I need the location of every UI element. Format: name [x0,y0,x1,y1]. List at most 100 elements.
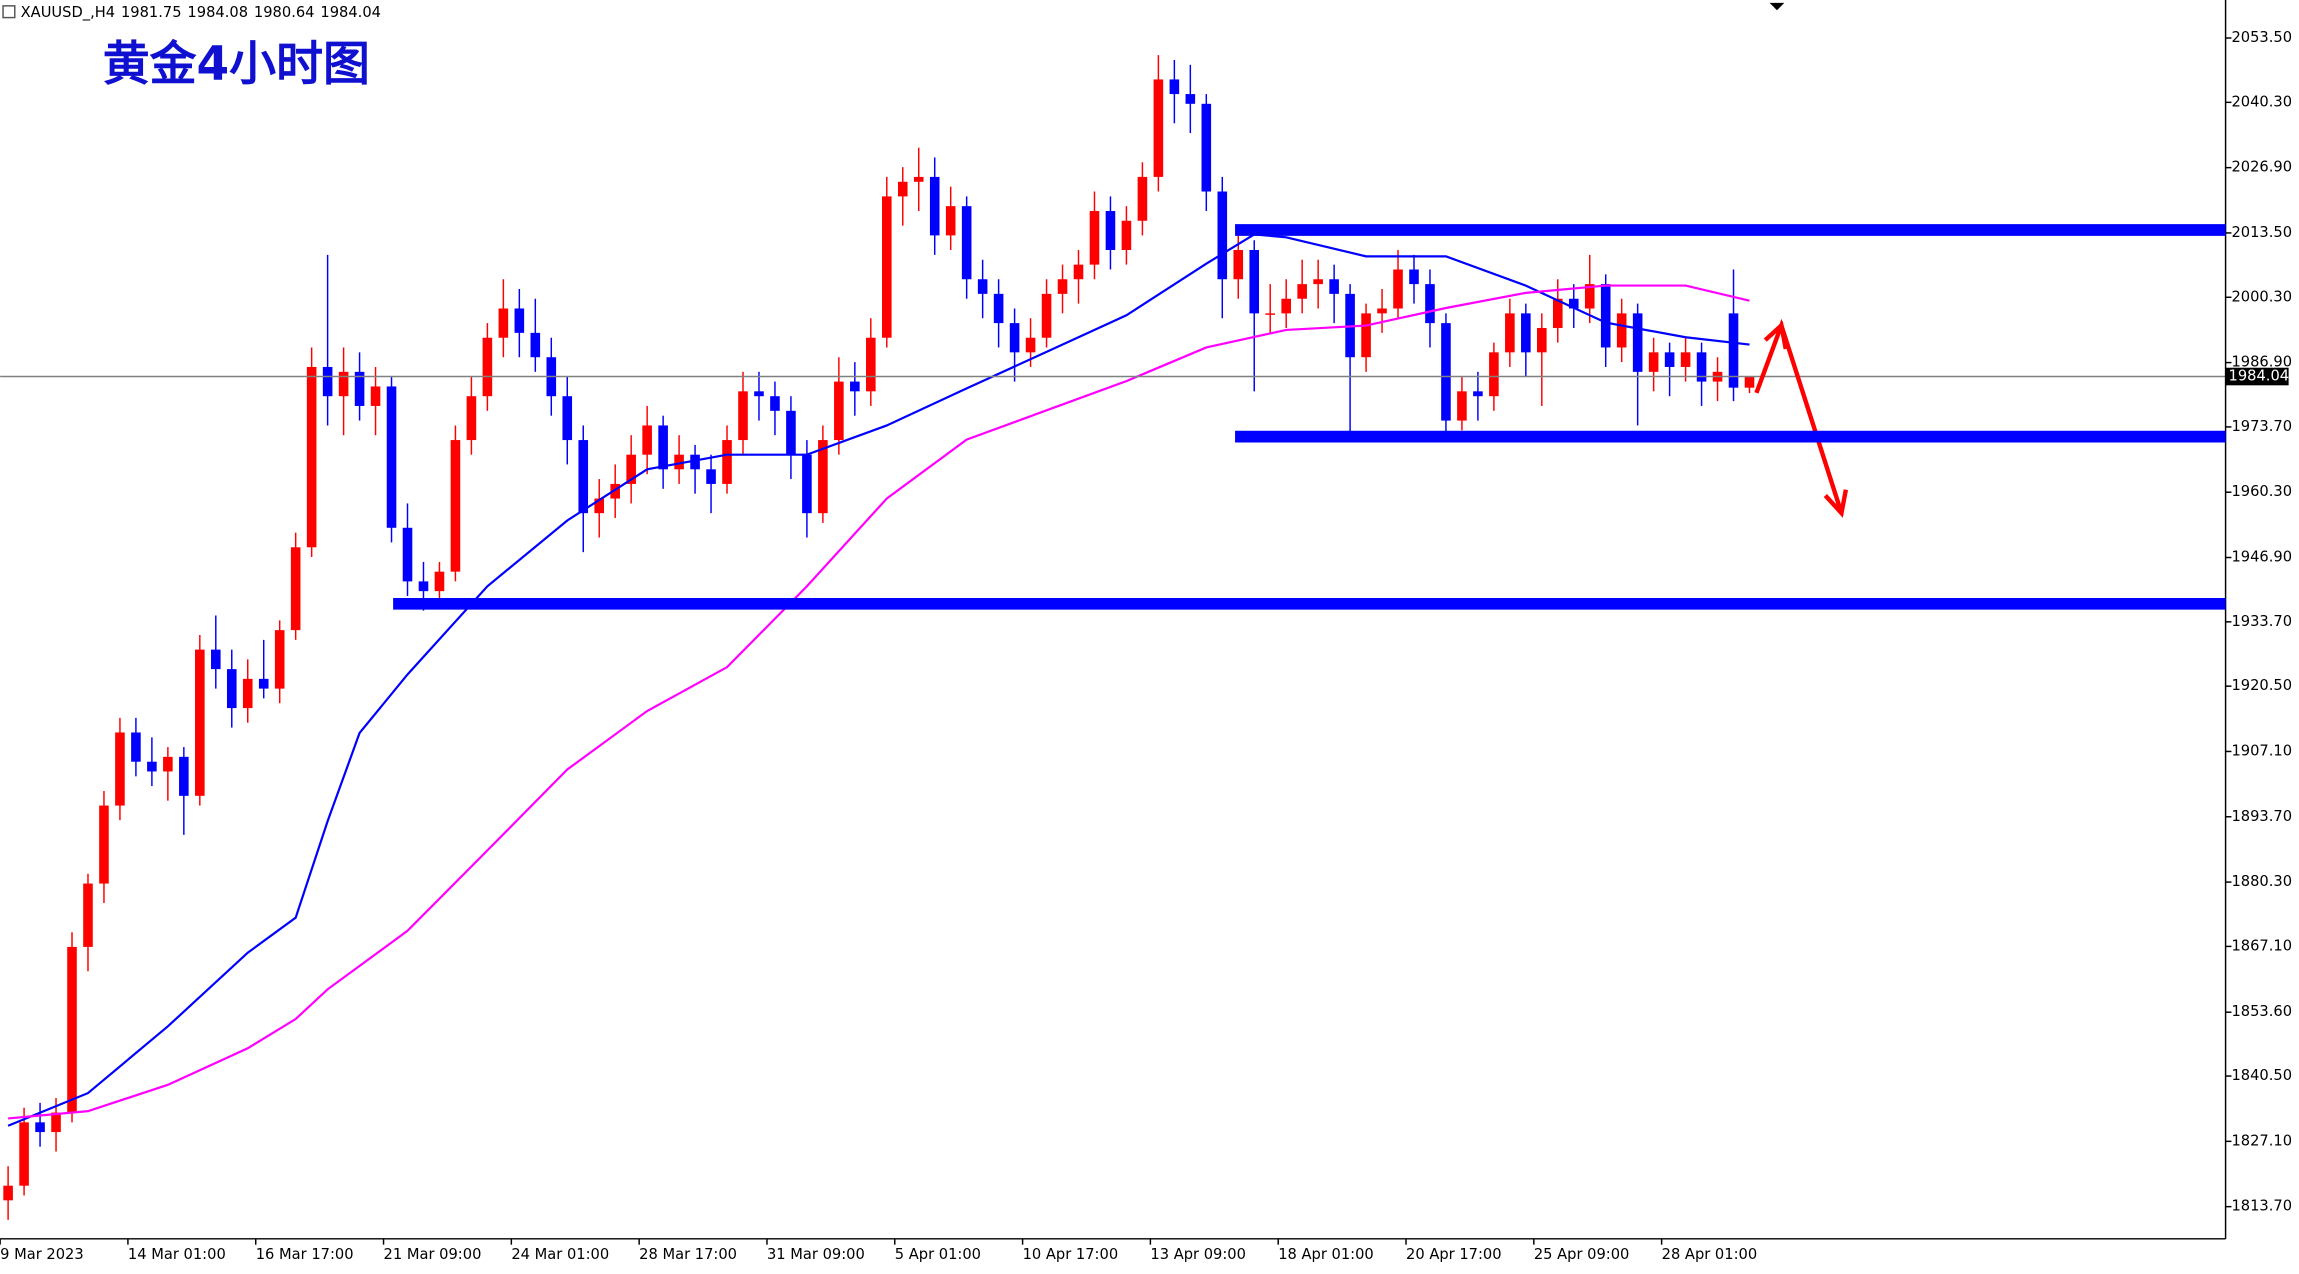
close: 1984.04 [320,4,381,21]
y-tick-label: 1986.90 [2231,354,2292,371]
y-tick-label: 1960.30 [2231,483,2292,500]
candle-body [945,206,956,236]
symbol-icon [2,5,16,19]
candle-body [610,483,620,499]
x-tick-label: 28 Apr 01:00 [1662,1246,1758,1263]
candle-body [594,498,605,514]
candle-body [1361,313,1371,358]
y-tick-label: 1880.30 [2231,873,2292,890]
candle-body [674,454,684,470]
open: 1981.75 [121,4,182,21]
candle-body [147,761,157,772]
candle-body [1313,279,1323,285]
candle-body [322,366,333,397]
symbol: XAUUSD_,H4 [21,4,115,21]
candle-body [434,571,445,592]
y-tick-label: 1893.70 [2231,808,2292,825]
candle-body [1217,191,1228,280]
candle-body [722,440,732,484]
candle-body [754,391,764,397]
candle-body [370,386,381,406]
candle-body [1281,298,1291,314]
x-tick-label: 31 Mar 09:00 [767,1246,865,1263]
candle-body [834,381,844,441]
candle-body [354,371,365,406]
high: 1984.08 [187,4,248,21]
x-tick-label: 9 Mar 2023 [0,1246,84,1263]
candle-body [35,1122,45,1133]
candle-body [290,547,301,631]
y-tick-label: 1853.60 [2231,1003,2292,1020]
candle-body [514,308,525,333]
candle-body [1249,250,1260,314]
candle-body [1137,176,1148,221]
candle-body [306,366,317,548]
candle-body [1393,269,1403,309]
candle-body [1105,211,1116,251]
candle-body [1201,103,1212,192]
x-tick-label: 13 Apr 09:00 [1150,1246,1246,1263]
moving-average [8,284,1750,1120]
candle-body [1632,313,1643,372]
x-tick-label: 28 Mar 17:00 [639,1246,737,1263]
candle-body [1568,298,1579,309]
x-tick-label: 16 Mar 17:00 [256,1246,354,1263]
x-tick-label: 10 Apr 17:00 [1023,1246,1119,1263]
candle-body [786,410,796,455]
candle-body [802,454,812,514]
x-tick-label: 5 Apr 01:00 [895,1246,981,1263]
candle-body [498,308,509,338]
x-tick-label: 25 Apr 09:00 [1534,1246,1630,1263]
candle-body [1441,323,1451,421]
candle-body [850,381,860,392]
candle-body [1489,352,1499,397]
candle-body [1025,337,1036,353]
candle-body [226,669,237,709]
candle-body [977,279,988,294]
last-price-box [2225,367,2289,386]
y-tick-label: 1907.10 [2231,742,2292,759]
candle-body [1457,391,1467,421]
candle-body [1265,313,1276,315]
candle-body [1185,94,1196,104]
candle-body [626,454,636,484]
candle-body [1089,211,1100,265]
candle-body [993,293,1004,324]
candle-body [242,678,253,709]
candle-body [1537,327,1547,353]
candle-body [51,1112,61,1133]
y-tick-label: 1973.70 [2231,418,2292,435]
moving-average [7,233,1750,1127]
plot-area [0,55,2226,1220]
candle-body [642,425,652,455]
x-tick-label: 20 Apr 17:00 [1406,1246,1502,1263]
forecast-arrow [1754,318,1849,518]
candle-body [1073,264,1084,280]
x-tick-label: 18 Apr 01:00 [1278,1246,1374,1263]
candle-body [99,805,109,884]
y-tick-label: 2000.30 [2231,288,2292,305]
chart-title: 黄金4小时图 [103,37,370,92]
last-price-label: 1984.04 [2229,368,2290,385]
y-tick-label: 1813.70 [2231,1198,2292,1215]
candle-body [530,332,541,358]
candle-body [195,649,205,796]
candle-body [450,440,461,572]
candle-body [115,732,125,806]
candle-body [1600,284,1611,348]
header: XAUUSD_,H4 1981.75 1984.08 1980.64 1984.04 [21,4,381,21]
candle-body [83,883,93,947]
candle-body [1728,313,1739,388]
candle-body [897,181,908,197]
candle-body [338,371,349,397]
candle-body [3,1185,13,1201]
candle-body [1473,391,1483,397]
candle-body [1233,250,1244,280]
candle-body [658,425,668,470]
low: 1980.64 [254,4,315,21]
candle-body [690,454,700,470]
candle-body [1329,279,1339,294]
candle-body [19,1122,29,1186]
candle-body [1009,323,1020,353]
